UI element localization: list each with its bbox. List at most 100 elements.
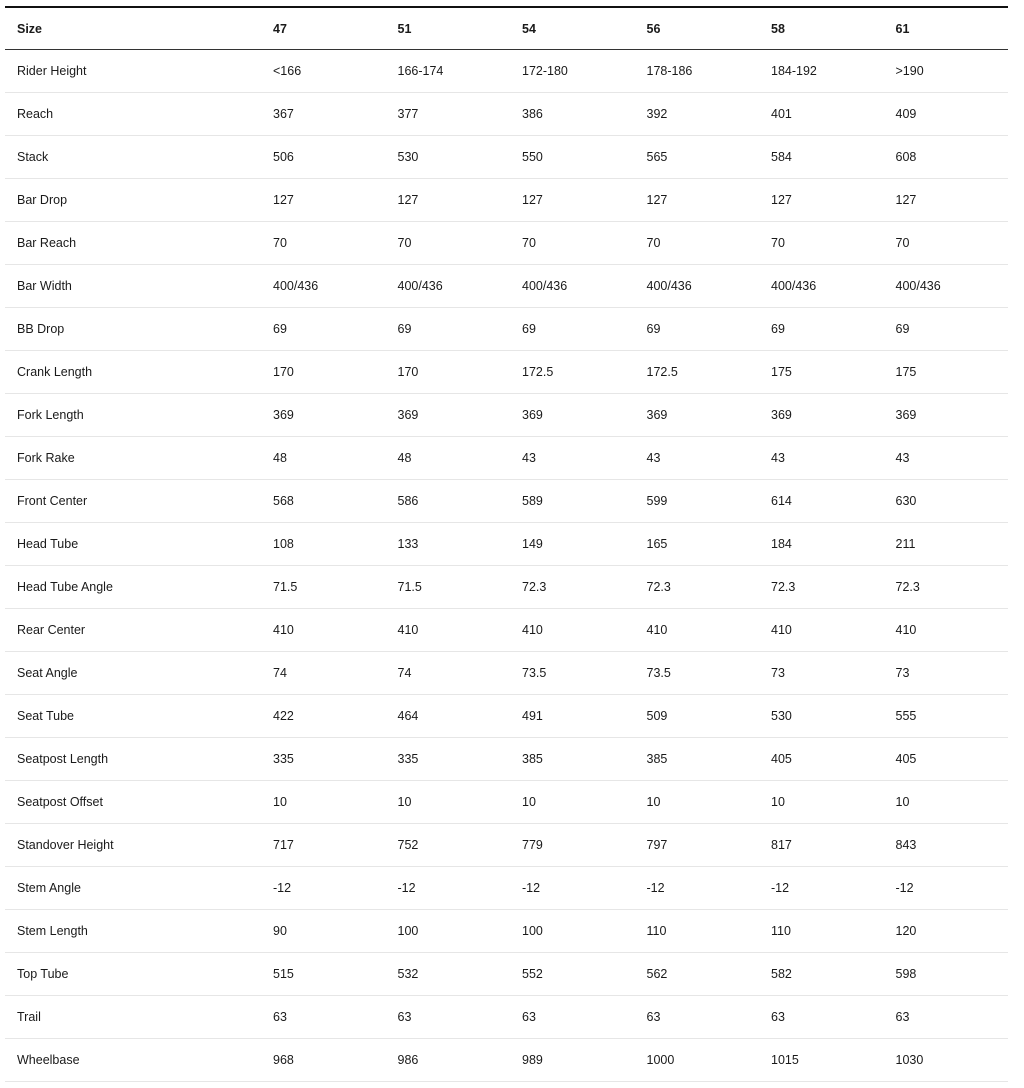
- cell-value: 70: [261, 221, 386, 265]
- cell-value: 10: [759, 780, 884, 824]
- cell-value: 1030: [883, 1038, 1008, 1082]
- cell-value: 170: [261, 350, 386, 394]
- cell-value: 184: [759, 522, 884, 566]
- row-label: Head Tube Angle: [5, 565, 261, 609]
- table-row: Bar Reach 70 70 70 70 70 70: [5, 221, 1008, 265]
- cell-value: 400/436: [883, 264, 1008, 308]
- cell-value: 127: [261, 178, 386, 222]
- cell-value: 165: [634, 522, 759, 566]
- cell-value: 73.5: [634, 651, 759, 695]
- cell-value: 70: [634, 221, 759, 265]
- row-label: Seat Tube: [5, 694, 261, 738]
- cell-value: 127: [385, 178, 510, 222]
- cell-value: 74: [385, 651, 510, 695]
- cell-value: 369: [634, 393, 759, 437]
- row-label: Trail: [5, 995, 261, 1039]
- cell-value: 400/436: [759, 264, 884, 308]
- row-label: Bar Drop: [5, 178, 261, 222]
- header-size-54: 54: [522, 21, 536, 36]
- cell-value: 63: [261, 995, 386, 1039]
- row-label: Top Tube: [5, 952, 261, 996]
- cell-value: 73.5: [510, 651, 635, 695]
- cell-value: 69: [261, 307, 386, 351]
- cell-value: 598: [883, 952, 1008, 996]
- cell-value: 127: [510, 178, 635, 222]
- table-row: Crank Length 170 170 172.5 172.5 175 175: [5, 350, 1008, 394]
- table-row: Wheelbase 968 986 989 1000 1015 1030: [5, 1038, 1008, 1082]
- cell-value: 797: [634, 823, 759, 867]
- cell-value: -12: [510, 866, 635, 910]
- cell-value: 43: [883, 436, 1008, 480]
- cell-value: 530: [759, 694, 884, 738]
- cell-value: 48: [261, 436, 386, 480]
- cell-value: 178-186: [634, 49, 759, 93]
- row-label: Reach: [5, 92, 261, 136]
- cell-value: 409: [883, 92, 1008, 136]
- cell-value: 530: [385, 135, 510, 179]
- cell-value: 69: [634, 307, 759, 351]
- table-row: Stem Angle -12 -12 -12 -12 -12 -12: [5, 866, 1008, 910]
- cell-value: 599: [634, 479, 759, 523]
- cell-value: 127: [759, 178, 884, 222]
- table-row: Front Center 568 586 589 599 614 630: [5, 479, 1008, 523]
- cell-value: 986: [385, 1038, 510, 1082]
- table-row: Seat Angle 74 74 73.5 73.5 73 73: [5, 651, 1008, 695]
- row-label: Stem Length: [5, 909, 261, 953]
- cell-value: 63: [883, 995, 1008, 1039]
- cell-value: 400/436: [510, 264, 635, 308]
- cell-value: 74: [261, 651, 386, 695]
- cell-value: 405: [759, 737, 884, 781]
- cell-value: 335: [385, 737, 510, 781]
- row-label: Crank Length: [5, 350, 261, 394]
- cell-value: 410: [385, 608, 510, 652]
- cell-value: 72.3: [883, 565, 1008, 609]
- header-size-58: 58: [771, 21, 785, 36]
- cell-value: 568: [261, 479, 386, 523]
- table-header: Size 47 51 54 56 58 61: [5, 7, 1008, 50]
- cell-value: 63: [510, 995, 635, 1039]
- cell-value: 170: [385, 350, 510, 394]
- cell-value: 515: [261, 952, 386, 996]
- table-row: Seat Tube 422 464 491 509 530 555: [5, 694, 1008, 738]
- cell-value: 72.3: [634, 565, 759, 609]
- header-size-label: Size: [17, 21, 43, 36]
- table-row: Trail 63 63 63 63 63 63: [5, 995, 1008, 1039]
- cell-value: 582: [759, 952, 884, 996]
- cell-value: 369: [759, 393, 884, 437]
- cell-value: -12: [759, 866, 884, 910]
- geometry-table: Size 47 51 54 56 58 61 Rider Height <166 166-174…: [5, 6, 1008, 1082]
- cell-value: 100: [510, 909, 635, 953]
- cell-value: 149: [510, 522, 635, 566]
- cell-value: 385: [634, 737, 759, 781]
- cell-value: <166: [261, 49, 386, 93]
- cell-value: 108: [261, 522, 386, 566]
- row-label: Standover Height: [5, 823, 261, 867]
- cell-value: 71.5: [385, 565, 510, 609]
- cell-value: 377: [385, 92, 510, 136]
- cell-value: 817: [759, 823, 884, 867]
- cell-value: 584: [759, 135, 884, 179]
- cell-value: 369: [261, 393, 386, 437]
- cell-value: 175: [883, 350, 1008, 394]
- table-row: BB Drop 69 69 69 69 69 69: [5, 307, 1008, 351]
- cell-value: 70: [510, 221, 635, 265]
- cell-value: 63: [385, 995, 510, 1039]
- table-row: Seatpost Offset 10 10 10 10 10 10: [5, 780, 1008, 824]
- row-label: Seatpost Offset: [5, 780, 261, 824]
- cell-value: -12: [634, 866, 759, 910]
- cell-value: 127: [634, 178, 759, 222]
- cell-value: 63: [759, 995, 884, 1039]
- cell-value: >190: [883, 49, 1008, 93]
- cell-value: 779: [510, 823, 635, 867]
- row-label: Stem Angle: [5, 866, 261, 910]
- cell-value: 367: [261, 92, 386, 136]
- cell-value: 369: [385, 393, 510, 437]
- row-label: Seat Angle: [5, 651, 261, 695]
- cell-value: 69: [385, 307, 510, 351]
- cell-value: 614: [759, 479, 884, 523]
- cell-value: 72.3: [759, 565, 884, 609]
- row-label: Rear Center: [5, 608, 261, 652]
- cell-value: -12: [261, 866, 386, 910]
- cell-value: 100: [385, 909, 510, 953]
- cell-value: 73: [883, 651, 1008, 695]
